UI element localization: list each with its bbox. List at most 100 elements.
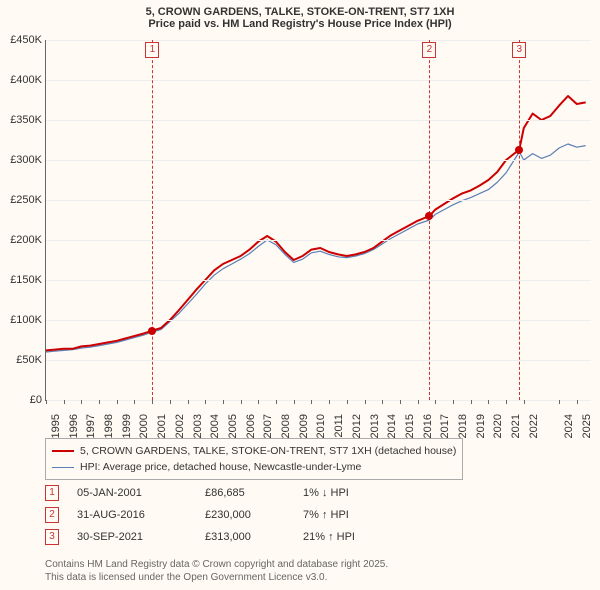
legend-swatch — [52, 467, 74, 468]
gridline — [46, 120, 591, 121]
y-axis-label: £450K — [10, 34, 42, 46]
gridline — [46, 80, 591, 81]
sale-row: 231-AUG-2016£230,0007% ↑ HPI — [45, 507, 403, 523]
x-tick — [294, 400, 295, 404]
x-tick — [400, 400, 401, 404]
x-axis-label: 2022 — [528, 414, 540, 438]
gridline — [46, 160, 591, 161]
y-axis-label: £150K — [10, 274, 42, 286]
x-axis-label: 2016 — [422, 414, 434, 438]
x-tick — [152, 400, 153, 404]
legend-swatch — [52, 450, 74, 452]
gridline — [46, 240, 591, 241]
sale-row-price: £86,685 — [205, 487, 285, 499]
sale-row: 330-SEP-2021£313,00021% ↑ HPI — [45, 529, 403, 545]
sale-marker-number: 2 — [422, 42, 436, 58]
sale-row-delta: 21% ↑ HPI — [303, 531, 403, 543]
x-tick — [577, 400, 578, 404]
x-axis-label: 2011 — [333, 414, 345, 438]
x-tick — [329, 400, 330, 404]
x-tick — [506, 400, 507, 404]
x-axis-label: 2018 — [457, 414, 469, 438]
gridline — [46, 280, 591, 281]
x-tick — [258, 400, 259, 404]
sale-row-number: 2 — [45, 507, 59, 523]
x-tick — [559, 400, 560, 404]
x-axis-label: 2017 — [439, 414, 451, 438]
price-chart: £0£50K£100K£150K£200K£250K£300K£350K£400… — [45, 40, 591, 401]
x-tick — [453, 400, 454, 404]
x-tick — [347, 400, 348, 404]
x-axis-label: 2025 — [581, 414, 593, 438]
sale-row: 105-JAN-2001£86,6851% ↓ HPI — [45, 485, 403, 501]
legend-item: HPI: Average price, detached house, Newc… — [52, 459, 456, 475]
y-axis-label: £100K — [10, 314, 42, 326]
gridline — [46, 400, 591, 401]
x-axis-label: 2007 — [262, 414, 274, 438]
x-axis-label: 1997 — [85, 414, 97, 438]
x-tick — [99, 400, 100, 404]
sale-row-date: 30-SEP-2021 — [77, 531, 187, 543]
x-tick — [435, 400, 436, 404]
y-axis-label: £350K — [10, 114, 42, 126]
sale-marker-dot — [425, 212, 433, 220]
y-axis-label: £400K — [10, 74, 42, 86]
legend-label: HPI: Average price, detached house, Newc… — [80, 459, 361, 475]
sale-marker-number: 3 — [512, 42, 526, 58]
x-axis-label: 2024 — [563, 414, 575, 438]
x-tick — [365, 400, 366, 404]
x-tick — [488, 400, 489, 404]
y-axis-label: £200K — [10, 234, 42, 246]
x-tick — [64, 400, 65, 404]
sale-row-delta: 7% ↑ HPI — [303, 509, 403, 521]
y-axis-label: £0 — [30, 394, 42, 406]
x-tick — [205, 400, 206, 404]
x-axis-label: 2019 — [475, 414, 487, 438]
gridline — [46, 200, 591, 201]
x-axis-label: 2010 — [315, 414, 327, 438]
x-tick — [241, 400, 242, 404]
sale-marker-line — [429, 40, 430, 400]
x-axis-label: 2021 — [510, 414, 522, 438]
x-axis-label: 2004 — [209, 414, 221, 438]
sale-row-number: 1 — [45, 485, 59, 501]
x-tick — [117, 400, 118, 404]
sale-row-date: 31-AUG-2016 — [77, 509, 187, 521]
series-line — [46, 96, 586, 350]
x-axis-label: 2000 — [138, 414, 150, 438]
sale-row-price: £313,000 — [205, 531, 285, 543]
x-tick — [276, 400, 277, 404]
x-tick — [311, 400, 312, 404]
x-axis-label: 2001 — [156, 414, 168, 438]
x-tick — [382, 400, 383, 404]
x-tick — [188, 400, 189, 404]
gridline — [46, 320, 591, 321]
x-axis-label: 2003 — [192, 414, 204, 438]
x-tick — [471, 400, 472, 404]
x-axis-label: 2008 — [280, 414, 292, 438]
sale-row-delta: 1% ↓ HPI — [303, 487, 403, 499]
sale-marker-dot — [515, 146, 523, 154]
x-axis-label: 2002 — [174, 414, 186, 438]
x-axis-label: 1998 — [103, 414, 115, 438]
x-tick — [524, 400, 525, 404]
x-tick — [170, 400, 171, 404]
sale-marker-line — [152, 40, 153, 400]
x-axis-label: 2014 — [386, 414, 398, 438]
attribution-line-2: This data is licensed under the Open Gov… — [45, 571, 388, 584]
x-axis-label: 2006 — [245, 414, 257, 438]
y-axis-label: £250K — [10, 194, 42, 206]
chart-lines — [46, 40, 591, 400]
x-axis-label: 2012 — [351, 414, 363, 438]
sale-marker-number: 1 — [145, 42, 159, 58]
x-axis-label: 1995 — [50, 414, 62, 438]
x-tick — [223, 400, 224, 404]
gridline — [46, 40, 591, 41]
chart-title-1: 5, CROWN GARDENS, TALKE, STOKE-ON-TRENT,… — [0, 0, 600, 18]
x-tick — [134, 400, 135, 404]
x-axis-label: 1999 — [121, 414, 133, 438]
legend-label: 5, CROWN GARDENS, TALKE, STOKE-ON-TRENT,… — [80, 443, 456, 459]
sale-marker-line — [519, 40, 520, 400]
sale-marker-dot — [148, 327, 156, 335]
legend: 5, CROWN GARDENS, TALKE, STOKE-ON-TRENT,… — [45, 438, 463, 480]
